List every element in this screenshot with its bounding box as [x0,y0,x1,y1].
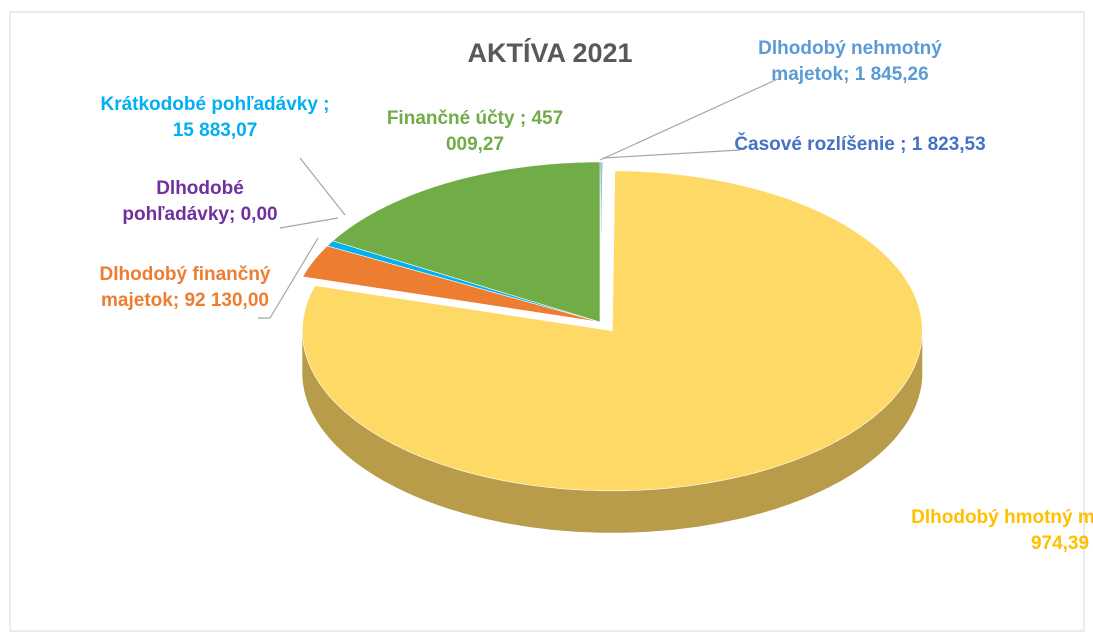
label-value: 15 883,07 [172,120,258,141]
label-category: Dlhodobý hmotný majetok; [911,507,1093,528]
leader-lines [258,77,781,319]
label-category: Dlhodobý nehmotný majetok; [758,38,942,85]
slice [301,170,923,492]
slice [332,161,601,323]
slice [599,161,603,323]
label-category: Finančné účty ; [386,108,527,129]
label-category: Dlhodobý finančný majetok; [99,264,271,311]
label-value: 1 823,53 [911,134,986,155]
data-label: Krátkodobé pohľadávky ; 15 883,07 [90,92,340,144]
data-label: Finančné účty ; 457 009,27 [380,106,570,158]
leader-line [299,157,346,216]
pie [301,161,923,533]
label-category: Dlhodobé pohľadávky; [122,178,244,225]
data-label: Dlhodobý finančný majetok; 92 130,00 [90,262,280,314]
data-label: Dlhodobý hmotný majetok; 2 194 974,39 [910,505,1093,557]
label-category: Krátkodobé pohľadávky ; [100,94,330,115]
leader-line [279,217,339,229]
label-value: 2 194 974,39 [1030,533,1090,554]
data-label: Dlhodobé pohľadávky; 0,00 [100,176,300,228]
slice-side [302,330,923,533]
label-value: 92 130,00 [184,290,269,311]
slice [302,245,601,323]
leader-line [258,237,319,319]
chart-title: AKTÍVA 2021 [467,38,633,68]
leader-line [602,149,741,159]
label-value: 0,00 [240,204,278,225]
data-label: Dlhodobý nehmotný majetok; 1 845,26 [735,36,965,88]
label-value: 457 009,27 [445,108,564,155]
data-label: Časové rozlíšenie ; 1 823,53 [715,132,1005,158]
label-category: Časové rozlíšenie ; [734,134,907,155]
leader-line [599,77,781,161]
label-value: 1 845,26 [854,64,929,85]
